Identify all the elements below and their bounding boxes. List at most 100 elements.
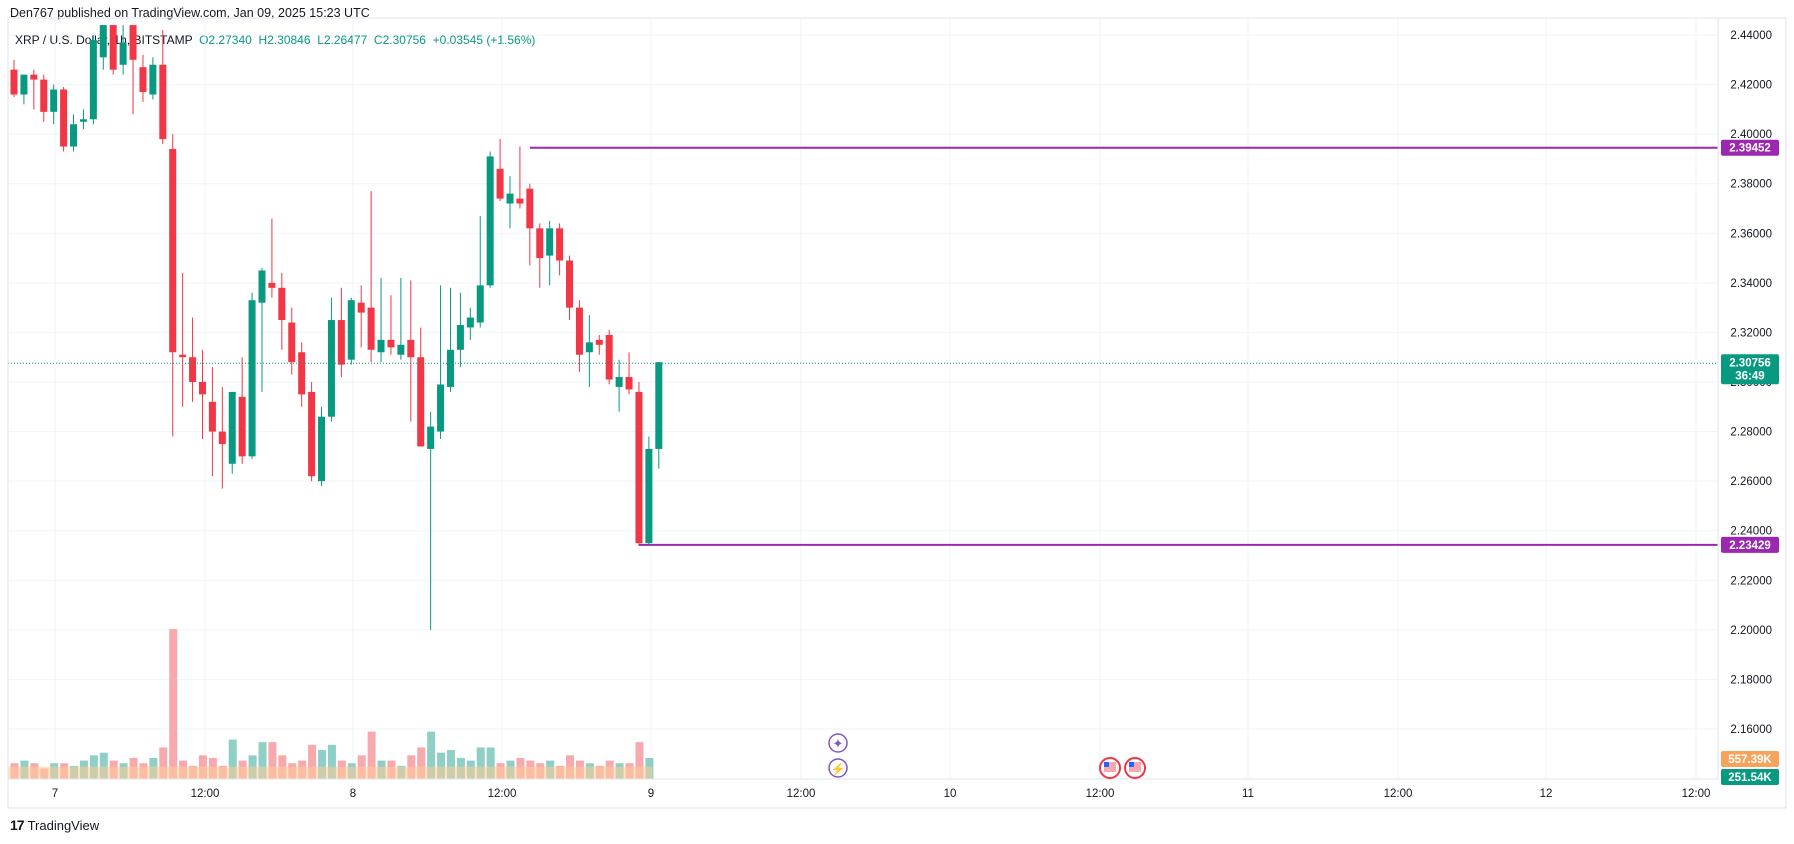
candle-body [367, 307, 375, 350]
candle-body [258, 270, 266, 303]
y-tick-label: 2.34000 [1730, 278, 1772, 290]
volume-bar [159, 747, 168, 779]
candle-body [397, 344, 405, 355]
candle-body [605, 334, 613, 380]
candle-body [387, 339, 395, 348]
candle-body [228, 391, 236, 464]
event-marker-icon[interactable] [828, 758, 848, 778]
y-tick-label: 2.22000 [1730, 575, 1772, 587]
x-tick-label: 7 [52, 788, 58, 800]
y-tick-label: 2.44000 [1730, 30, 1772, 42]
y-tick-label: 2.18000 [1730, 674, 1772, 686]
current-price-badge: 36:49 [1735, 370, 1764, 382]
x-tick-label: 12:00 [191, 788, 220, 800]
event-markers[interactable]: ✦⚡ [828, 733, 1146, 779]
volume-bar [308, 744, 317, 779]
candle-body [79, 119, 87, 122]
volume-bar [327, 744, 336, 779]
volume-badge: 557.39K [1728, 754, 1772, 766]
candle-body [585, 342, 593, 353]
candle-body [456, 324, 464, 350]
volume-bar [635, 742, 644, 779]
candle-body [575, 307, 583, 355]
candle-body [635, 391, 643, 544]
candle-body [169, 149, 177, 353]
candle-body [129, 25, 137, 60]
volume-bar [318, 750, 327, 779]
dividend-marker-icon[interactable] [828, 733, 848, 753]
candle-body [486, 156, 494, 286]
flag-stripes [1129, 762, 1141, 772]
candle-body [496, 168, 504, 199]
volume-bar [228, 739, 237, 779]
legend-high: H2.30846 [258, 33, 311, 47]
y-tick-label: 2.38000 [1730, 179, 1772, 191]
candle-body [119, 42, 127, 65]
candle-body [546, 228, 554, 256]
flag-canton [1104, 762, 1109, 767]
candle-body [308, 391, 316, 477]
candle-body [139, 67, 147, 93]
level-price-badge-bg [1721, 536, 1779, 553]
candle-body [179, 354, 187, 358]
candle-body [268, 282, 276, 288]
y-tick-label: 2.20000 [1730, 625, 1772, 637]
candle-body [20, 74, 28, 95]
candle-body [60, 89, 68, 147]
candle-body [248, 300, 256, 457]
candle-body [516, 198, 524, 204]
candle-body [327, 320, 335, 417]
candle-body [655, 362, 663, 449]
current-price-badge-bg [1721, 354, 1779, 385]
candle-body [427, 426, 435, 449]
volume-bar [99, 752, 108, 779]
candle-body [288, 322, 296, 363]
volume-bar [268, 742, 277, 779]
candle-body [318, 416, 326, 482]
x-tick-label: 12:00 [787, 788, 816, 800]
y-tick-label: 2.36000 [1730, 228, 1772, 240]
horizontal-levels[interactable] [8, 146, 1718, 546]
candle-body [238, 396, 246, 457]
x-tick-label: 12:00 [1384, 788, 1413, 800]
candle-body [566, 260, 574, 308]
candle-body [357, 302, 365, 313]
candle-body [417, 357, 425, 447]
x-tick-label: 9 [648, 788, 654, 800]
flag-stripes [1104, 762, 1116, 772]
y-tick-label: 2.24000 [1730, 526, 1772, 538]
x-tick-label: 12:00 [1086, 788, 1115, 800]
x-tick-label: 10 [944, 788, 957, 800]
volume-bar [446, 750, 455, 779]
brand-name: TradingView [27, 817, 100, 833]
candle-body [625, 377, 633, 390]
y-tick-label: 2.16000 [1730, 724, 1772, 736]
candle-body [109, 25, 117, 70]
volume-bar [476, 747, 485, 779]
x-tick-label: 12:00 [488, 788, 517, 800]
volume-bar [437, 752, 446, 779]
candle-body [99, 25, 107, 58]
legend-low: L2.26477 [317, 33, 368, 47]
volume-bar [367, 731, 376, 779]
candle-body [347, 300, 355, 360]
volume-badge-bg [1721, 751, 1779, 767]
legend-close: C2.30756 [373, 33, 426, 47]
y-tick-label: 2.42000 [1730, 80, 1772, 92]
level-price-badge-bg [1721, 139, 1779, 156]
current-price-badge: 2.30756 [1729, 357, 1771, 369]
volume-bars [8, 629, 654, 779]
volume-ma-badge: 251.54K [1728, 772, 1772, 784]
candle-body [536, 228, 544, 259]
symbol-legend: XRP / U.S. Dollar, 1h, BITSTAMP O2.27340… [15, 33, 535, 47]
level-price-badge: 2.39452 [1729, 143, 1771, 155]
legend-change: +0.03545 (+1.56%) [432, 33, 536, 47]
candle-body [149, 64, 157, 95]
grid-lines [8, 18, 1718, 779]
candle-body [189, 357, 197, 382]
candle-body [476, 285, 484, 323]
lightning-icon: ⚡ [831, 762, 846, 776]
candle-body [526, 188, 534, 229]
candle-body [595, 339, 603, 345]
